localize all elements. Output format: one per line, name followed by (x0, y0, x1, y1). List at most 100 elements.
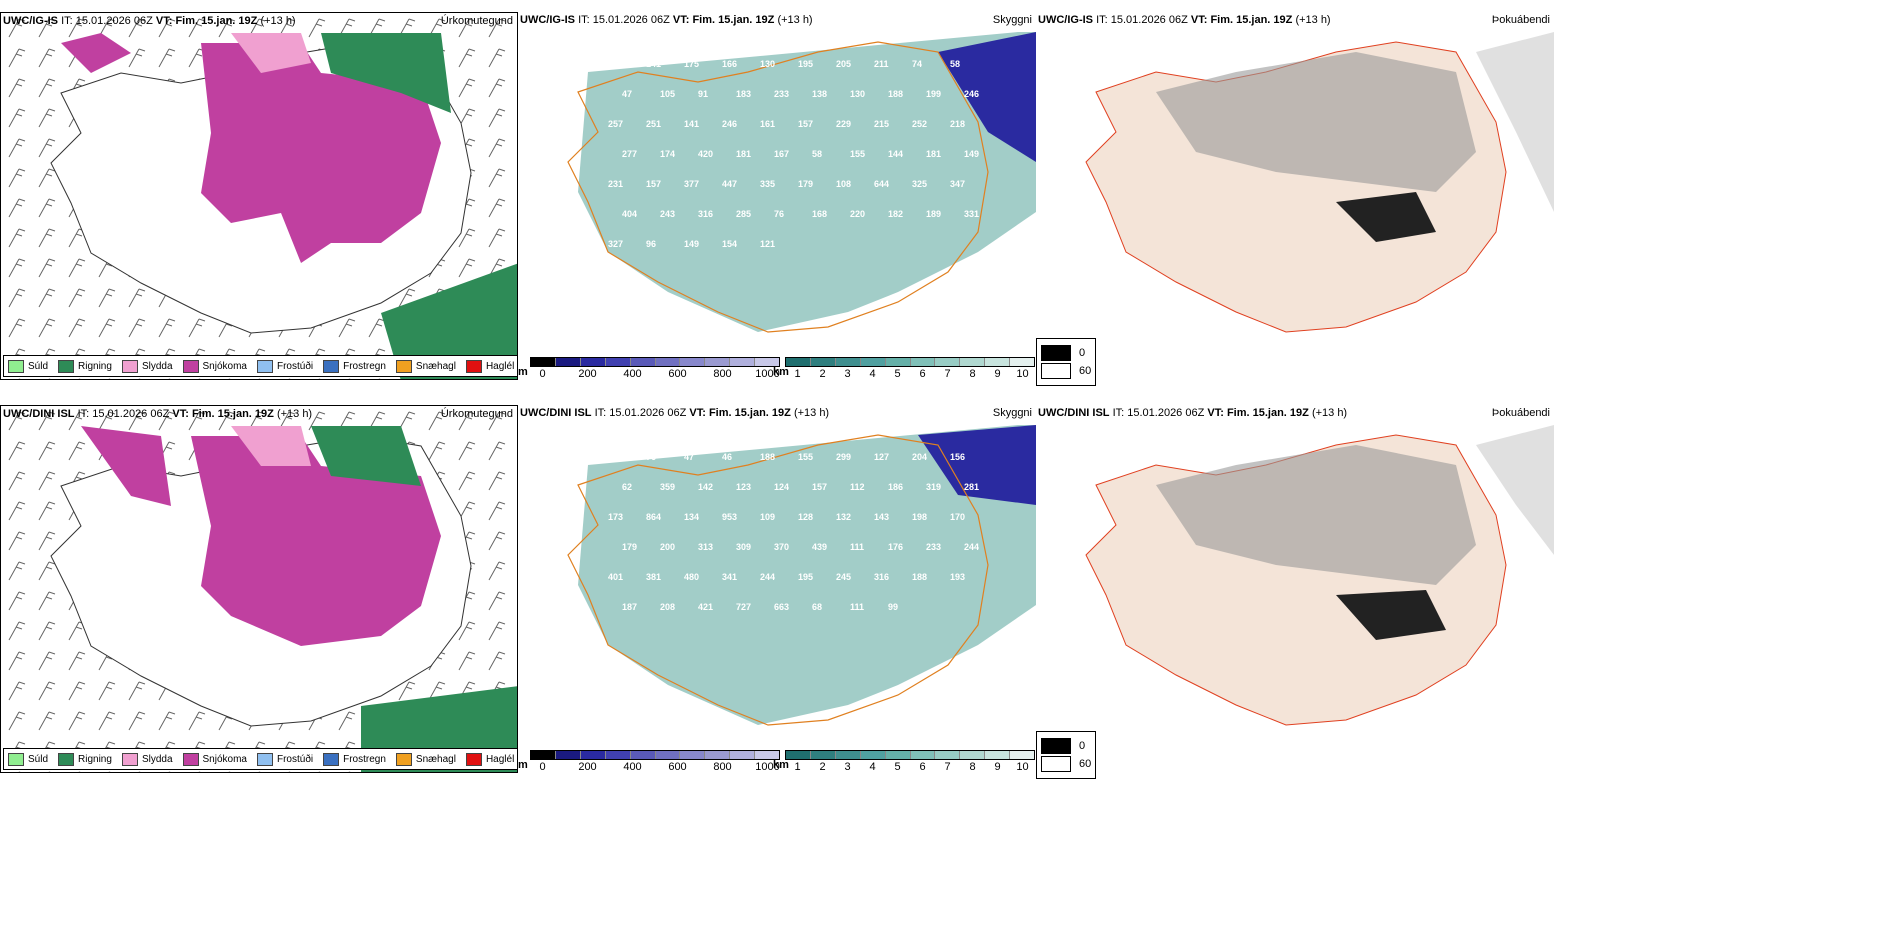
colorbar-tick-label: 400 (623, 761, 642, 773)
peak-label: 218 (950, 119, 965, 129)
peak-label: 208 (660, 602, 675, 612)
colorbar-swatch (786, 751, 811, 759)
peak-label: 229 (836, 119, 851, 129)
colorbar-swatch (730, 358, 756, 366)
colorbar-swatch (810, 358, 836, 366)
panel-type-title: Skyggni (992, 14, 1032, 26)
peak-label: 173 (608, 512, 623, 522)
precip-legend: Súld Rigning Slydda Snjókoma Frostúði Fr… (3, 355, 517, 377)
peak-label: 316 (874, 572, 889, 582)
colorbar-swatch (755, 751, 780, 759)
peak-label: 74 (912, 59, 922, 69)
colorbar-swatch (630, 358, 656, 366)
peak-label: 179 (622, 542, 637, 552)
peak-label: 183 (736, 89, 751, 99)
peak-label: 864 (646, 512, 661, 522)
panel-type-title: Skyggni (992, 407, 1032, 419)
peak-label: 199 (926, 89, 941, 99)
peak-label: 233 (774, 89, 789, 99)
colorbar-swatch (985, 358, 1011, 366)
colorbar-swatch (580, 751, 606, 759)
precip-panel-top: UWC/IG-IS IT: 15.01.2026 06Z VT: Fim. 15… (0, 12, 518, 380)
precip-panel-bottom: UWC/DINI ISL IT: 15.01.2026 06Z VT: Fim.… (0, 405, 518, 773)
peak-label: 141 (646, 59, 661, 69)
peak-label: 195 (798, 572, 813, 582)
peak-label: 130 (850, 89, 865, 99)
peak-label: 420 (698, 149, 713, 159)
colorbar-swatch (605, 751, 631, 759)
legend-item: Haglél (465, 359, 514, 373)
colorbar-swatch (885, 751, 911, 759)
colorbar-swatch (935, 751, 961, 759)
peak-label: 370 (774, 542, 789, 552)
peak-label: 244 (964, 542, 979, 552)
colorbar-tick-label: 2 (819, 368, 826, 380)
peak-label: 170 (950, 512, 965, 522)
legend-item: Haglél (465, 752, 514, 766)
colorbar-tick-label: 8 (969, 761, 976, 773)
peak-label: 404 (622, 209, 637, 219)
peak-label: 211 (874, 59, 889, 69)
peak-label: 181 (736, 149, 751, 159)
peak-label: 108 (836, 179, 851, 189)
rain-area-north (311, 426, 421, 486)
visibility-colorbar-bottom: 1 2 3 4 5 6 7 8 9 10 km (773, 750, 1035, 774)
peak-label: 76 (646, 452, 656, 462)
panel-type-title: Þokuábendi (1491, 14, 1550, 26)
peak-label: 299 (836, 452, 851, 462)
colorbar-swatch (730, 751, 756, 759)
peak-label: 166 (722, 59, 737, 69)
peak-label: 186 (888, 482, 903, 492)
peak-label: 220 (850, 209, 865, 219)
peak-label: 68 (812, 602, 822, 612)
legend-item: Snæhagl (395, 752, 456, 766)
panel-header: UWC/DINI ISL IT: 15.01.2026 06Z VT: Fim.… (520, 407, 830, 419)
snow-west (81, 426, 171, 506)
peak-label: 727 (736, 602, 751, 612)
colorbar-tick-label: 1000 (755, 368, 780, 380)
peak-label: 157 (798, 119, 813, 129)
peak-label: 157 (812, 482, 827, 492)
legend-item: Snjókoma (182, 359, 247, 373)
peak-label: 421 (698, 602, 713, 612)
panel-header: UWC/DINI ISL IT: 15.01.2026 06Z VT: Fim.… (3, 408, 313, 420)
peak-label: 62 (622, 482, 632, 492)
peak-label: 401 (608, 572, 623, 582)
peak-label: 176 (888, 542, 903, 552)
peak-label: 96 (646, 239, 656, 249)
peak-label: 155 (850, 149, 865, 159)
legend-item: Slydda (121, 359, 173, 373)
peak-label: 313 (698, 542, 713, 552)
peak-label: 167 (774, 149, 789, 159)
peak-label: 319 (926, 482, 941, 492)
visibility-colorbar-top: 1 2 3 4 5 6 7 8 9 10 km (773, 357, 1035, 381)
peak-label: 47 (622, 89, 632, 99)
colorbar-swatch (960, 751, 986, 759)
precip-legend: Súld Rigning Slydda Snjókoma Frostúði Fr… (3, 748, 517, 770)
peak-label: 141 (684, 119, 699, 129)
legend-item: Frostregn (323, 359, 386, 373)
colorbar-swatch (680, 751, 706, 759)
peak-label: 246 (722, 119, 737, 129)
peak-label: 335 (760, 179, 775, 189)
panel-header: UWC/IG-IS IT: 15.01.2026 06Z VT: Fim. 15… (520, 14, 813, 26)
colorbar-tick-label: 3 (844, 761, 851, 773)
colorbar-tick-label: 7 (944, 761, 951, 773)
peak-label: 316 (698, 209, 713, 219)
legend-item: Snæhagl (395, 359, 456, 373)
peak-label: 281 (964, 482, 979, 492)
colorbar-swatch (705, 358, 731, 366)
colorbar-tick-label: 200 (578, 368, 597, 380)
visibility-map: 67 141 175 166 130 195 205 211 74 58 47 105 91 183 233… (567, 32, 1036, 333)
panel-type-title: Þokuábendi (1491, 407, 1550, 419)
height-colorbar-top: 0 200 400 600 800 1000 m (518, 357, 780, 381)
peak-label: 215 (874, 119, 889, 129)
panel-type-title: Úrkomutegund (440, 15, 513, 27)
legend-item: Frostúði (256, 359, 313, 373)
peak-label: 121 (760, 239, 775, 249)
peak-label: 198 (912, 512, 927, 522)
panel-header: UWC/IG-IS IT: 15.01.2026 06Z VT: Fim. 15… (3, 15, 296, 27)
legend-item: Súld (8, 752, 48, 766)
colorbar-swatch (985, 751, 1011, 759)
colorbar-swatch (860, 358, 886, 366)
